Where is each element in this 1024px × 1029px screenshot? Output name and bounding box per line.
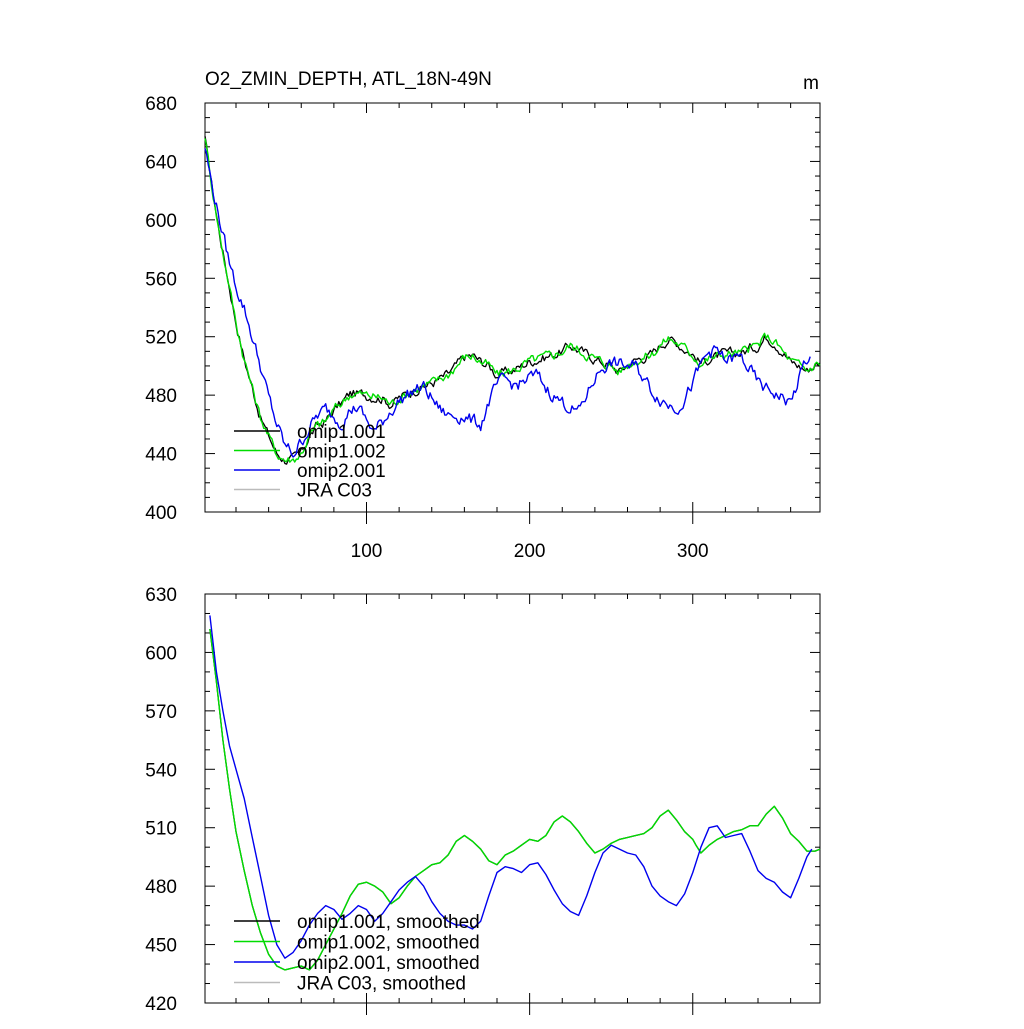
series-line-omip1-002-smoothed bbox=[209, 629, 821, 971]
x-tick-label: 100 bbox=[351, 541, 383, 562]
y-tick-label: 540 bbox=[145, 760, 177, 781]
y-tick-label: 440 bbox=[145, 445, 177, 466]
x-tick-label: 200 bbox=[514, 541, 546, 562]
legend-label: omip1.002, smoothed bbox=[297, 933, 480, 954]
x-tick-label: 300 bbox=[677, 541, 709, 562]
y-tick-label: 520 bbox=[145, 328, 177, 349]
legend-label: JRA C03 bbox=[297, 481, 372, 502]
y-tick-label: 510 bbox=[145, 819, 177, 840]
plot-frame bbox=[204, 593, 821, 1004]
legend-label: omip2.001, smoothed bbox=[297, 953, 480, 974]
legend-label: omip1.002 bbox=[297, 442, 386, 463]
y-tick-label: 640 bbox=[145, 152, 177, 173]
series-line-omip2-001-smoothed bbox=[209, 615, 813, 959]
chart-panel-1: 400 440 480 520 560 600 640 680 100 200 300 O2_ZMIN… bbox=[145, 69, 821, 562]
chart-title: O2_ZMIN_DEPTH, ATL_18N-49N bbox=[205, 69, 492, 90]
y-tick-label: 680 bbox=[145, 94, 177, 115]
legend-label: JRA C03, smoothed bbox=[297, 974, 466, 995]
y-tick-label: 560 bbox=[145, 269, 177, 290]
y-tick-label: 630 bbox=[145, 585, 177, 606]
series-line-omip1-001 bbox=[204, 135, 821, 465]
y-tick-label: 480 bbox=[145, 877, 177, 898]
y-tick-label: 600 bbox=[145, 211, 177, 232]
chart-panel-2: 420 450 480 510 540 570 600 630 omip1.001, smoot… bbox=[145, 585, 821, 1015]
y-tick-label: 450 bbox=[145, 936, 177, 957]
legend-label: omip1.001, smoothed bbox=[297, 912, 480, 933]
legend-label: omip1.001 bbox=[297, 422, 386, 443]
units-label: m bbox=[803, 73, 819, 94]
y-tick-label: 420 bbox=[145, 994, 177, 1015]
legend-label: omip2.001 bbox=[297, 461, 386, 482]
y-tick-label: 570 bbox=[145, 702, 177, 723]
y-tick-label: 600 bbox=[145, 643, 177, 664]
y-tick-label: 480 bbox=[145, 386, 177, 407]
series-line-omip1-002 bbox=[204, 138, 821, 463]
y-tick-label: 400 bbox=[145, 503, 177, 524]
series-line-omip2-001 bbox=[204, 148, 811, 458]
